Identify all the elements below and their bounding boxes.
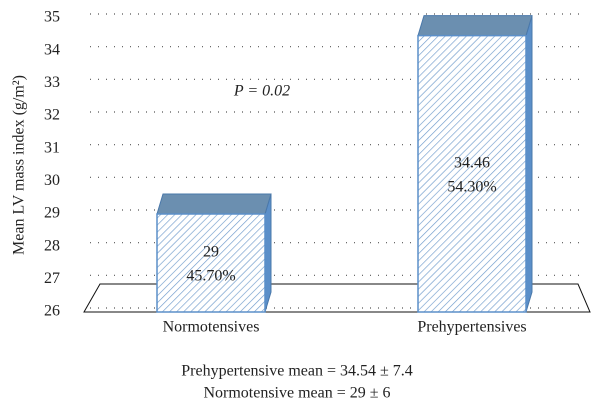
y-tick-label: 30 — [44, 172, 60, 189]
y-tick-label: 33 — [44, 74, 60, 91]
annotation: P = 0.02 — [233, 83, 290, 100]
bar — [417, 15, 533, 313]
x-tick-label: Prehypertensives — [417, 319, 526, 336]
x-tick-label: Normotensives — [163, 319, 260, 336]
bar-face — [525, 15, 533, 313]
bar-face — [156, 213, 266, 313]
bar-face — [417, 34, 527, 313]
bar — [156, 193, 272, 313]
data-label: 34.46 — [454, 154, 490, 171]
bar-face — [417, 15, 533, 37]
data-label: 29 — [203, 244, 219, 261]
y-tick-label: 26 — [44, 303, 60, 320]
data-label: 45.70% — [186, 268, 235, 285]
note: Prehypertensive mean = 34.54 ± 7.4 — [181, 363, 413, 380]
y-tick-label: 32 — [44, 107, 60, 124]
y-tick-label: 27 — [44, 270, 60, 287]
y-tick-label: 28 — [44, 237, 60, 254]
data-label: 54.30% — [447, 178, 496, 195]
bar-face — [156, 193, 272, 215]
y-tick-label: 29 — [44, 205, 60, 222]
y-tick-label: 31 — [44, 139, 60, 156]
y-axis-label: Mean LV mass index (g/m²) — [11, 75, 28, 255]
note: Normotensive mean = 29 ± 6 — [203, 385, 390, 402]
y-tick-label: 35 — [44, 9, 60, 26]
y-tick-label: 34 — [44, 41, 60, 58]
